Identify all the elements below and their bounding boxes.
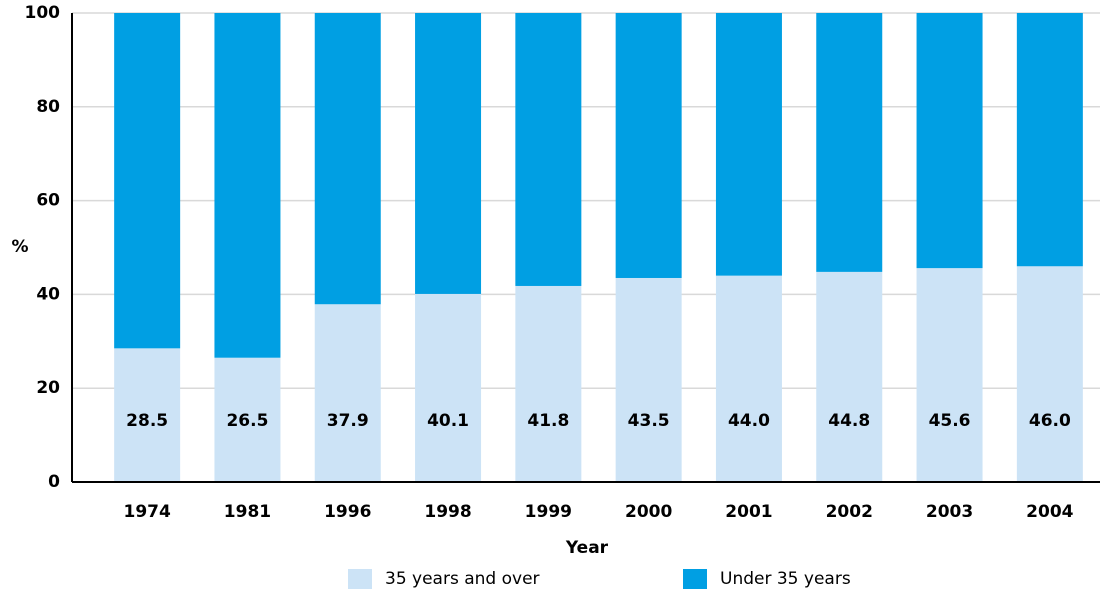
- value-label: 26.5: [226, 411, 268, 431]
- x-tick-label: 1998: [424, 502, 471, 522]
- bar-segment: [1016, 13, 1083, 267]
- bar-segment: [415, 13, 482, 294]
- y-tick-label: 80: [36, 97, 60, 117]
- legend-label: 35 years and over: [385, 569, 540, 589]
- bar-segment: [615, 277, 682, 482]
- y-tick-label: 0: [48, 472, 60, 492]
- x-tick-label: 2000: [625, 502, 672, 522]
- x-tick-label: 2001: [725, 502, 772, 522]
- y-tick-label: 60: [36, 191, 60, 211]
- y-axis-label: %: [11, 237, 28, 257]
- x-tick-label: 1999: [525, 502, 572, 522]
- bar-segment: [314, 13, 381, 305]
- bar-segment: [314, 304, 381, 482]
- legend-swatch: [348, 569, 372, 589]
- bar-segment: [715, 275, 782, 482]
- x-tick-label: 2004: [1026, 502, 1073, 522]
- legend-label: Under 35 years: [720, 569, 851, 589]
- bar-segment: [214, 357, 281, 482]
- bar-segment: [816, 271, 883, 482]
- x-tick-label: 1974: [123, 502, 170, 522]
- y-tick-label: 20: [36, 378, 60, 398]
- x-tick-label: 2003: [926, 502, 973, 522]
- bar-segment: [415, 293, 482, 482]
- bar-segment: [916, 268, 983, 482]
- bar-segment: [214, 13, 281, 358]
- bar-segment: [916, 13, 983, 269]
- value-label: 46.0: [1029, 411, 1071, 431]
- bar-segment: [114, 348, 181, 482]
- value-label: 28.5: [126, 411, 168, 431]
- value-label: 44.0: [728, 411, 770, 431]
- bar-segment: [515, 13, 582, 286]
- bar-segment: [816, 13, 883, 272]
- value-label: 44.8: [828, 411, 870, 431]
- value-label: 37.9: [327, 411, 369, 431]
- value-label: 41.8: [527, 411, 569, 431]
- x-tick-label: 2002: [826, 502, 873, 522]
- value-label: 40.1: [427, 411, 469, 431]
- bar-segment: [715, 13, 782, 276]
- x-tick-label: 1996: [324, 502, 371, 522]
- y-tick-label: 40: [36, 284, 60, 304]
- bar-segment: [515, 285, 582, 482]
- legend-swatch: [683, 569, 707, 589]
- bar-segment: [114, 13, 181, 349]
- bar-segment: [1016, 266, 1083, 482]
- x-tick-label: 1981: [224, 502, 271, 522]
- value-label: 43.5: [628, 411, 670, 431]
- x-axis-label: Year: [565, 538, 609, 558]
- bar-segment: [615, 13, 682, 278]
- value-label: 45.6: [929, 411, 971, 431]
- y-tick-label: 100: [25, 3, 61, 23]
